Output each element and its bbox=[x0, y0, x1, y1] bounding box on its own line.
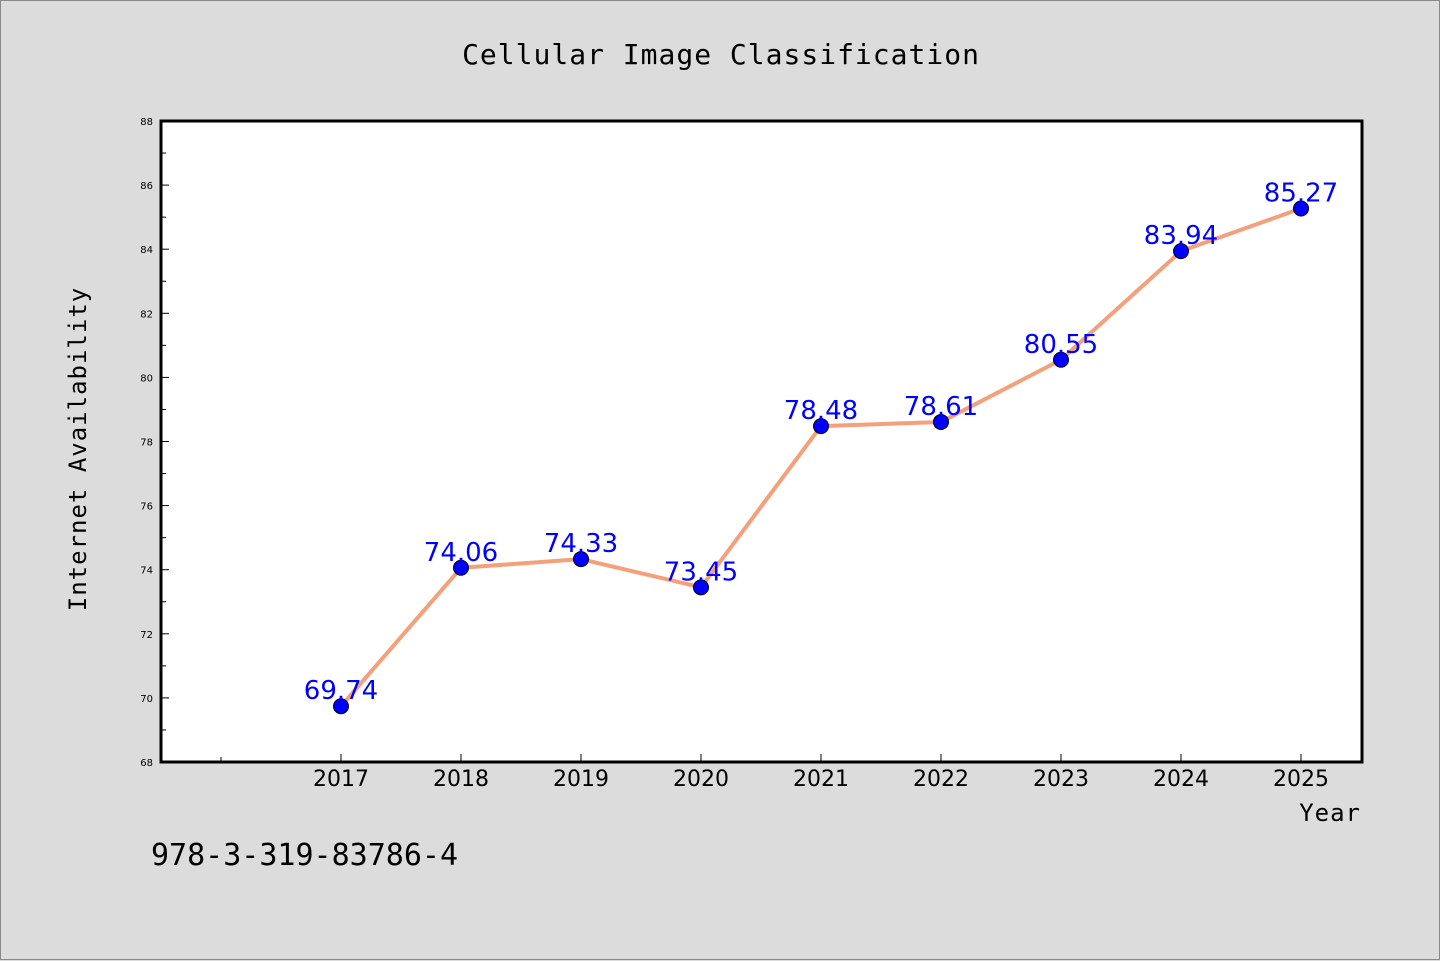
data-point bbox=[333, 698, 349, 715]
data-series: 69.74 74.06 74.33 73.45 78.48 78.61 80.55 83.94… bbox=[304, 178, 1338, 715]
data-label: 83.94 bbox=[1144, 221, 1218, 251]
data-point bbox=[693, 579, 709, 596]
data-point bbox=[813, 418, 829, 435]
y-tick-label: 80 bbox=[140, 373, 153, 384]
y-tick-label: 74 bbox=[140, 566, 153, 577]
x-tick-label: 2025 bbox=[1273, 767, 1329, 792]
x-axis-label: Year bbox=[1299, 799, 1361, 827]
data-point bbox=[1053, 351, 1069, 368]
chart-title: Cellular Image Classification bbox=[462, 38, 980, 71]
y-tick-label: 86 bbox=[140, 181, 153, 192]
data-point bbox=[573, 551, 589, 568]
y-tick-label: 84 bbox=[140, 245, 153, 256]
data-label: 74.06 bbox=[424, 538, 498, 568]
plot-border bbox=[159, 119, 1364, 764]
x-tick-label: 2022 bbox=[913, 767, 969, 792]
footer-code: 978-3-319-83786-4 bbox=[151, 838, 458, 873]
x-tick-label: 2018 bbox=[433, 767, 489, 792]
data-point bbox=[933, 413, 949, 430]
data-point bbox=[453, 559, 469, 576]
data-label: 74.33 bbox=[544, 529, 618, 559]
data-point bbox=[1173, 243, 1189, 260]
x-tick-label: 2021 bbox=[793, 767, 849, 792]
plot-area bbox=[161, 121, 1362, 762]
y-axis-label: Internet Availability bbox=[64, 287, 92, 611]
data-point bbox=[1293, 200, 1309, 217]
x-axis-ticks: 2017 2018 2019 2020 2021 2022 2023 2024 2025 bbox=[220, 754, 1329, 792]
data-label: 69.74 bbox=[304, 676, 378, 706]
data-label: 80.55 bbox=[1024, 330, 1098, 360]
x-tick-label: 2020 bbox=[673, 767, 729, 792]
y-tick-label: 68 bbox=[140, 758, 153, 769]
x-tick-label: 2019 bbox=[553, 767, 609, 792]
y-tick-label: 78 bbox=[140, 438, 153, 449]
y-tick-label: 88 bbox=[140, 117, 153, 128]
x-tick-label: 2024 bbox=[1153, 767, 1209, 792]
y-tick-label: 72 bbox=[140, 630, 153, 641]
y-tick-label: 82 bbox=[140, 309, 153, 320]
x-tick-label: 2023 bbox=[1033, 767, 1089, 792]
x-tick-label: 2017 bbox=[313, 767, 369, 792]
y-tick-label: 76 bbox=[140, 502, 153, 513]
data-label: 73.45 bbox=[664, 557, 738, 587]
data-label: 78.48 bbox=[784, 396, 858, 426]
y-tick-label: 70 bbox=[140, 694, 153, 705]
data-label: 85.27 bbox=[1264, 178, 1338, 208]
data-label: 78.61 bbox=[904, 392, 978, 422]
y-axis-ticks: 68 70 72 74 76 78 80 82 84 86 88 bbox=[140, 117, 169, 769]
